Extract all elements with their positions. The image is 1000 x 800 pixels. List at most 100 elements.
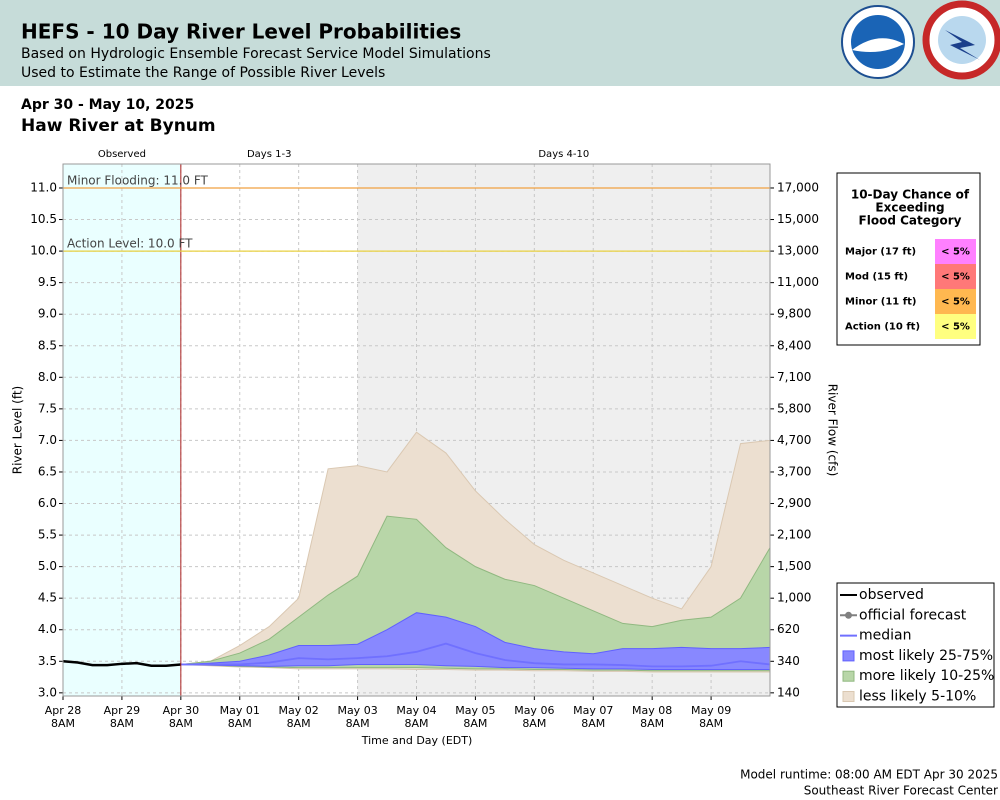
legend-swatch bbox=[842, 650, 855, 662]
y-tick-label: 8.5 bbox=[38, 338, 57, 352]
x-tick-label: Apr 28 bbox=[45, 704, 82, 717]
x-tick-label: May 09 bbox=[691, 704, 731, 717]
x-tick-label: Apr 30 bbox=[163, 704, 200, 717]
x-tick-label: Apr 29 bbox=[104, 704, 141, 717]
x-tick-label: May 02 bbox=[279, 704, 319, 717]
x-tick-label: May 06 bbox=[514, 704, 554, 717]
y-tick-label: 3.0 bbox=[38, 685, 57, 699]
location: Haw River at Bynum bbox=[21, 116, 216, 136]
legend-label: observed bbox=[859, 587, 924, 603]
y-axis-label: River Level (ft) bbox=[11, 386, 25, 474]
row-label: Major (17 ft) bbox=[845, 247, 916, 258]
y-tick-label: 9.5 bbox=[38, 275, 57, 289]
y2-tick-label: 9,800 bbox=[777, 307, 811, 321]
row-value: < 5% bbox=[941, 322, 970, 333]
table-title: Flood Category bbox=[859, 214, 962, 228]
y2-tick-label: 1,500 bbox=[777, 559, 811, 573]
y-tick-label: 6.0 bbox=[38, 496, 57, 510]
y-tick-label: 4.0 bbox=[38, 622, 57, 636]
y-tick-label: 8.0 bbox=[38, 370, 57, 384]
x-axis-label: Time and Day (EDT) bbox=[361, 734, 473, 747]
y-tick-label: 7.5 bbox=[38, 401, 57, 415]
y-tick-label: 5.5 bbox=[38, 528, 57, 542]
y2-tick-label: 11,000 bbox=[777, 275, 819, 289]
title: HEFS - 10 Day River Level Probabilities bbox=[21, 20, 461, 44]
x-tick-label: 8AM bbox=[287, 717, 311, 730]
y2-tick-label: 8,400 bbox=[777, 338, 811, 352]
y-tick-label: 10.0 bbox=[30, 244, 57, 258]
x-tick-label: 8AM bbox=[51, 717, 75, 730]
table-cell bbox=[935, 289, 976, 314]
row-value: < 5% bbox=[941, 272, 970, 283]
x-tick-label: 8AM bbox=[522, 717, 546, 730]
date-range: Apr 30 - May 10, 2025 bbox=[21, 97, 194, 113]
y2-tick-label: 3,700 bbox=[777, 464, 811, 478]
x-tick-label: May 04 bbox=[396, 704, 436, 717]
row-value: < 5% bbox=[941, 247, 970, 258]
x-tick-label: May 07 bbox=[573, 704, 613, 717]
series-line bbox=[62, 660, 181, 667]
row-value: < 5% bbox=[941, 297, 970, 308]
legend-label: most likely 25-75% bbox=[859, 648, 993, 664]
region-label: Days 1-3 bbox=[247, 149, 291, 160]
footer: Model runtime: 08:00 AM EDT Apr 30 2025 bbox=[740, 768, 998, 782]
y2-axis-label: River Flow (cfs) bbox=[826, 384, 840, 477]
x-tick-label: 8AM bbox=[228, 717, 252, 730]
y2-tick-label: 140 bbox=[777, 685, 800, 699]
legend-label: less likely 5-10% bbox=[859, 689, 976, 705]
y2-tick-label: 2,900 bbox=[777, 496, 811, 510]
subtitle: Used to Estimate the Range of Possible R… bbox=[21, 65, 385, 81]
legend-swatch bbox=[842, 691, 855, 702]
threshold-label: Action Level: 10.0 FT bbox=[67, 237, 193, 251]
table-title: 10-Day Chance of bbox=[851, 188, 970, 202]
legend-label: official forecast bbox=[859, 607, 967, 623]
x-tick-label: May 03 bbox=[337, 704, 377, 717]
y-tick-label: 5.0 bbox=[38, 559, 57, 573]
region-label: Observed bbox=[98, 149, 146, 160]
y2-tick-label: 1,000 bbox=[777, 591, 811, 605]
region-label: Days 4-10 bbox=[538, 149, 589, 160]
y-tick-label: 6.5 bbox=[38, 464, 57, 478]
y2-tick-label: 15,000 bbox=[777, 212, 819, 226]
legend-box bbox=[836, 582, 995, 708]
y-tick-label: 11.0 bbox=[30, 180, 57, 194]
y2-tick-label: 7,100 bbox=[777, 370, 811, 384]
x-tick-label: 8AM bbox=[404, 717, 428, 730]
y-tick-label: 3.5 bbox=[38, 654, 57, 668]
header-band bbox=[0, 0, 1000, 86]
y2-tick-label: 340 bbox=[777, 654, 800, 668]
y2-tick-label: 5,800 bbox=[777, 401, 811, 415]
table-cell bbox=[935, 239, 976, 264]
x-tick-label: 8AM bbox=[110, 717, 134, 730]
plot-frame bbox=[62, 163, 771, 697]
nws-logo bbox=[922, 0, 1000, 80]
x-tick-label: May 08 bbox=[632, 704, 672, 717]
x-tick-label: 8AM bbox=[346, 717, 370, 730]
y-tick-label: 7.0 bbox=[38, 433, 57, 447]
x-tick-label: May 05 bbox=[455, 704, 495, 717]
row-label: Mod (15 ft) bbox=[845, 272, 908, 283]
x-tick-label: 8AM bbox=[463, 717, 487, 730]
table-cell bbox=[935, 314, 976, 339]
legend-marker bbox=[845, 611, 852, 619]
row-label: Action (10 ft) bbox=[845, 322, 920, 333]
noaa-logo bbox=[841, 5, 915, 79]
y2-tick-label: 620 bbox=[777, 622, 800, 636]
series-line bbox=[180, 642, 771, 668]
table-cell bbox=[935, 264, 976, 289]
y-tick-label: 9.0 bbox=[38, 307, 57, 321]
y-tick-label: 4.5 bbox=[38, 591, 57, 605]
x-tick-label: 8AM bbox=[699, 717, 723, 730]
table-title: Exceeding bbox=[875, 201, 944, 215]
x-tick-label: 8AM bbox=[581, 717, 605, 730]
x-tick-label: May 01 bbox=[220, 704, 260, 717]
x-tick-label: 8AM bbox=[640, 717, 664, 730]
legend-label: median bbox=[859, 628, 911, 644]
y2-tick-label: 13,000 bbox=[777, 244, 819, 258]
footer: Southeast River Forecast Center bbox=[804, 784, 998, 798]
threshold-label: Minor Flooding: 11.0 FT bbox=[67, 173, 209, 187]
y2-tick-label: 4,700 bbox=[777, 433, 811, 447]
x-tick-label: 8AM bbox=[169, 717, 193, 730]
y-tick-label: 10.5 bbox=[30, 212, 57, 226]
